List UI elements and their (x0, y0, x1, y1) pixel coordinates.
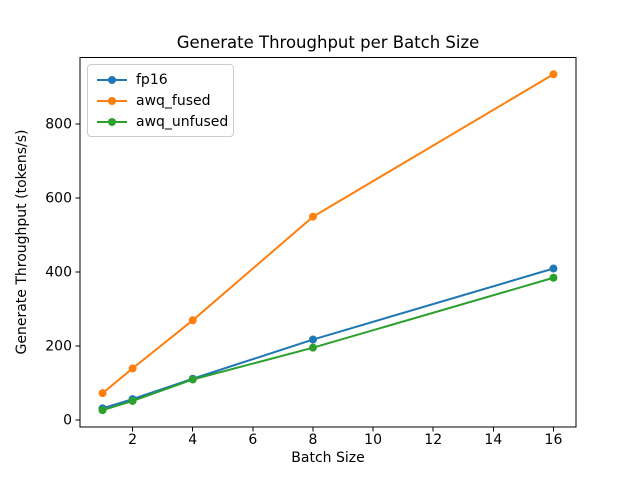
x-tick-label: 16 (545, 432, 563, 448)
series-marker-awq_fused-x8 (308, 212, 317, 221)
y-tick-label: 0 (63, 413, 72, 429)
series-marker-fp16-x8 (308, 335, 317, 344)
series-line-awq_unfused (101, 276, 555, 412)
series-marker-awq_fused-x4 (188, 316, 197, 325)
legend-marker-dot-icon (108, 75, 116, 84)
x-tick-label: 2 (128, 432, 137, 448)
chart-title: Generate Throughput per Batch Size (176, 33, 480, 52)
x-tick-label: 4 (188, 432, 197, 448)
legend-label-awq-unfused: awq_unfused (136, 113, 229, 130)
legend-item-awq-fused: awq_fused (88, 90, 233, 111)
series-marker-awq_fused-x1 (98, 389, 107, 398)
x-axis-label: Batch Size (291, 450, 365, 466)
series-marker-awq_unfused-x16 (549, 273, 558, 282)
x-tick-label: 14 (484, 432, 502, 448)
x-tick-label: 6 (248, 432, 257, 448)
x-tick-label: 12 (424, 432, 442, 448)
legend-marker-dot-icon (108, 96, 116, 105)
legend: fp16 awq_fused awq_unfused (87, 64, 234, 137)
legend-item-awq-unfused: awq_unfused (88, 111, 233, 132)
series-marker-awq_unfused-x8 (308, 343, 317, 352)
series-marker-fp16-x16 (549, 264, 558, 273)
legend-label-awq-fused: awq_fused (136, 92, 211, 109)
x-tick-label: 8 (309, 432, 318, 448)
legend-line-marker-icon (97, 96, 127, 106)
x-tick-label: 10 (364, 432, 382, 448)
legend-line-marker-icon (97, 117, 127, 127)
series-marker-awq_unfused-x2 (128, 396, 137, 405)
y-tick-label: 600 (45, 191, 72, 207)
y-tick-label: 400 (45, 265, 72, 281)
plot-area (79, 57, 577, 428)
series-marker-awq_unfused-x1 (98, 406, 107, 415)
y-tick-label: 200 (45, 339, 72, 355)
legend-item-fp16: fp16 (88, 69, 233, 90)
legend-label-fp16: fp16 (136, 71, 168, 88)
series-marker-awq_fused-x16 (549, 70, 558, 79)
series-marker-awq_fused-x2 (128, 364, 137, 373)
series-marker-awq_unfused-x4 (188, 375, 197, 384)
legend-marker-dot-icon (108, 117, 116, 126)
legend-line-marker-icon (97, 75, 127, 85)
y-tick-label: 800 (45, 117, 72, 133)
